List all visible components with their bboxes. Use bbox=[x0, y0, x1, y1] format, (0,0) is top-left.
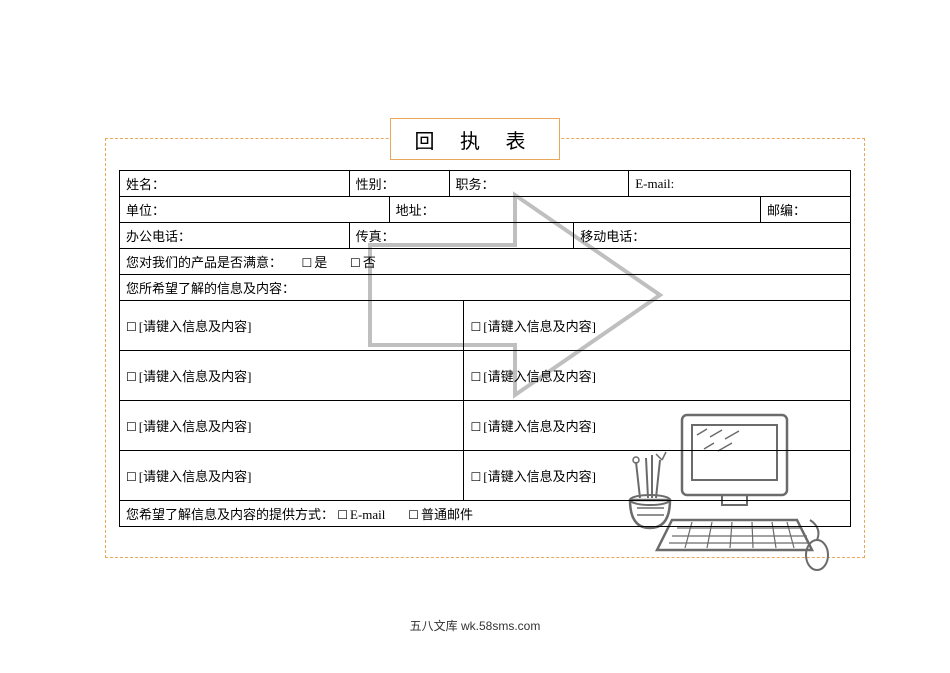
receipt-form-table: 姓名： 性别： 职务： E-mail: 单位： 地址： 邮编： 办公电话： 传真… bbox=[119, 170, 851, 527]
delivery-email-checkbox[interactable]: E-mail bbox=[337, 507, 385, 522]
info-checkbox[interactable]: [请键入信息及内容] bbox=[126, 319, 251, 334]
info-cell-4-left[interactable]: [请键入信息及内容] bbox=[120, 451, 464, 501]
fax-cell[interactable]: 传真： bbox=[349, 223, 574, 249]
info-checkbox[interactable]: [请键入信息及内容] bbox=[126, 469, 251, 484]
position-cell[interactable]: 职务： bbox=[449, 171, 629, 197]
delivery-post-checkbox[interactable]: 普通邮件 bbox=[408, 507, 473, 522]
satisfaction-row[interactable]: 您对我们的产品是否满意： 是 否 bbox=[120, 249, 851, 275]
info-request-header: 您所希望了解的信息及内容： bbox=[120, 275, 851, 301]
info-cell-2-right[interactable]: [请键入信息及内容] bbox=[464, 351, 851, 401]
delivery-label: 您希望了解信息及内容的提供方式： bbox=[126, 507, 334, 522]
office-phone-cell[interactable]: 办公电话： bbox=[120, 223, 350, 249]
form-title: 回 执 表 bbox=[390, 118, 560, 160]
info-cell-4-right[interactable]: [请键入信息及内容] bbox=[464, 451, 851, 501]
info-checkbox[interactable]: [请键入信息及内容] bbox=[470, 419, 595, 434]
info-cell-2-left[interactable]: [请键入信息及内容] bbox=[120, 351, 464, 401]
info-cell-1-left[interactable]: [请键入信息及内容] bbox=[120, 301, 464, 351]
satisfaction-no-checkbox[interactable]: 否 bbox=[350, 255, 376, 270]
info-checkbox[interactable]: [请键入信息及内容] bbox=[126, 369, 251, 384]
delivery-method-row[interactable]: 您希望了解信息及内容的提供方式： E-mail 普通邮件 bbox=[120, 501, 851, 527]
footer-text: 五八文库 wk.58sms.com bbox=[0, 617, 950, 634]
unit-cell[interactable]: 单位： bbox=[120, 197, 390, 223]
gender-cell[interactable]: 性别： bbox=[349, 171, 449, 197]
info-checkbox[interactable]: [请键入信息及内容] bbox=[126, 419, 251, 434]
info-checkbox[interactable]: [请键入信息及内容] bbox=[470, 369, 595, 384]
info-cell-3-right[interactable]: [请键入信息及内容] bbox=[464, 401, 851, 451]
address-cell[interactable]: 地址： bbox=[389, 197, 760, 223]
postcode-cell[interactable]: 邮编： bbox=[761, 197, 851, 223]
info-cell-1-right[interactable]: [请键入信息及内容] bbox=[464, 301, 851, 351]
info-checkbox[interactable]: [请键入信息及内容] bbox=[470, 319, 595, 334]
email-cell[interactable]: E-mail: bbox=[629, 171, 851, 197]
info-cell-3-left[interactable]: [请键入信息及内容] bbox=[120, 401, 464, 451]
satisfaction-yes-checkbox[interactable]: 是 bbox=[302, 255, 328, 270]
name-cell[interactable]: 姓名： bbox=[120, 171, 350, 197]
satisfaction-label: 您对我们的产品是否满意： bbox=[126, 255, 282, 270]
mobile-cell[interactable]: 移动电话： bbox=[574, 223, 851, 249]
info-checkbox[interactable]: [请键入信息及内容] bbox=[470, 469, 595, 484]
